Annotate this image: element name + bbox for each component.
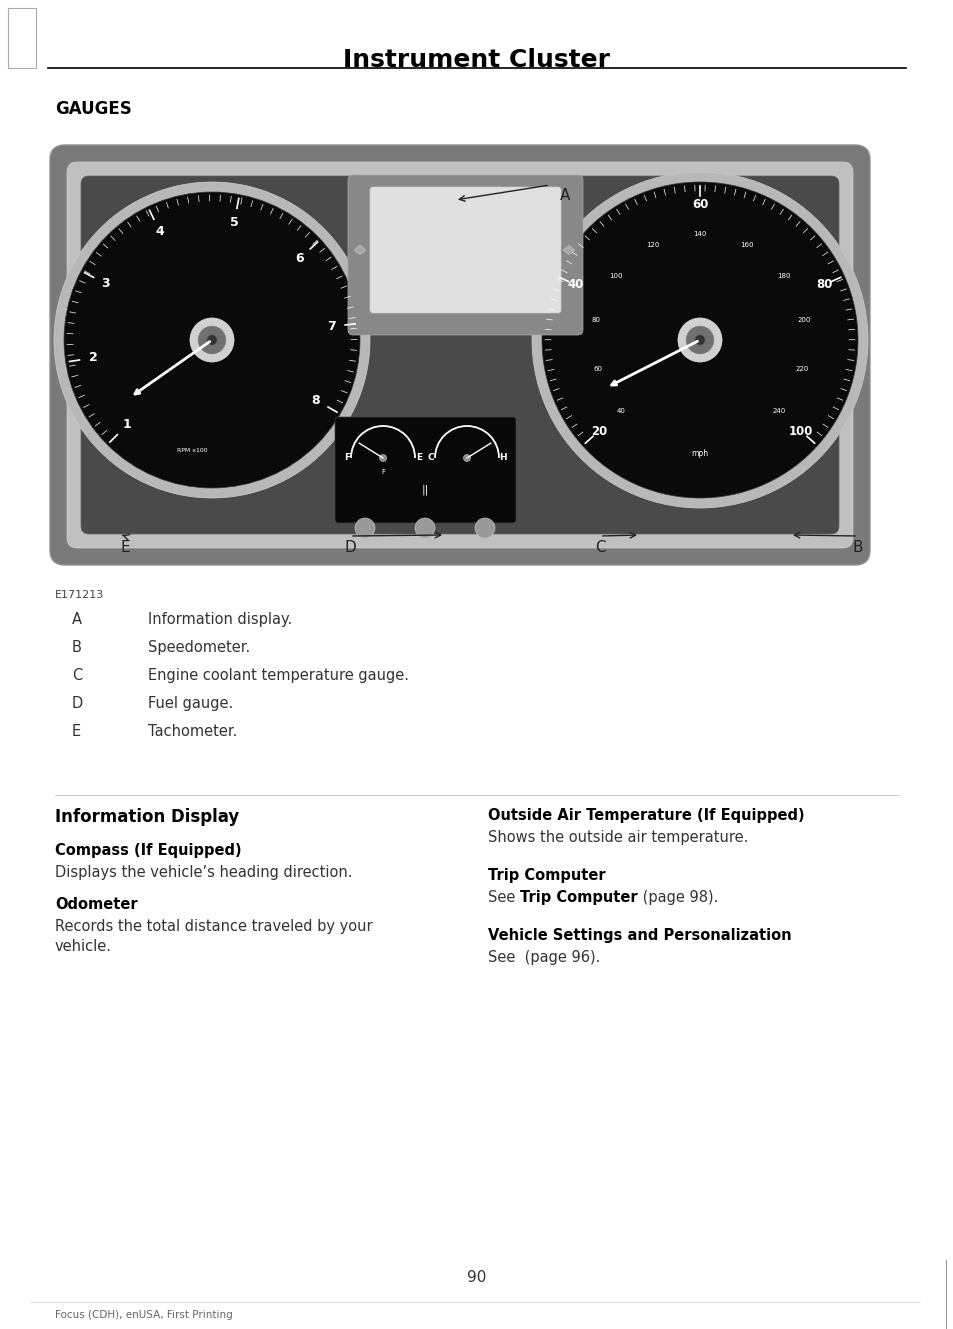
Text: E: E: [71, 724, 81, 739]
Text: C: C: [71, 668, 82, 683]
Text: Focus (CDH), enUSA, First Printing: Focus (CDH), enUSA, First Printing: [55, 1310, 233, 1320]
Text: 240: 240: [771, 408, 784, 413]
Bar: [8, 8, 36, 68]
Text: E: E: [120, 541, 130, 556]
FancyBboxPatch shape: [335, 417, 516, 524]
Text: Engine coolant temperature gauge.: Engine coolant temperature gauge.: [148, 668, 409, 683]
Circle shape: [190, 318, 233, 361]
Text: Fuel gauge.: Fuel gauge.: [148, 696, 233, 711]
Circle shape: [475, 518, 495, 538]
Text: 160: 160: [740, 242, 753, 249]
Text: 140: 140: [693, 231, 706, 237]
Text: 4: 4: [155, 226, 164, 238]
Text: 80: 80: [591, 318, 599, 323]
Circle shape: [415, 518, 435, 538]
Text: H: H: [498, 453, 506, 462]
Text: 60: 60: [691, 198, 707, 210]
Text: Shows the outside air temperature.: Shows the outside air temperature.: [488, 831, 747, 845]
Text: 200: 200: [797, 318, 810, 323]
Text: E171213: E171213: [55, 590, 104, 599]
Circle shape: [463, 455, 470, 461]
FancyBboxPatch shape: [81, 175, 838, 534]
Text: 1: 1: [123, 419, 132, 432]
Text: Records the total distance traveled by your: Records the total distance traveled by y…: [55, 918, 373, 934]
Text: Trip Computer: Trip Computer: [488, 868, 605, 882]
Text: A: A: [559, 187, 570, 202]
Circle shape: [532, 171, 867, 508]
Circle shape: [54, 182, 370, 498]
Text: Odometer: Odometer: [55, 897, 137, 912]
Text: Information Display: Information Display: [55, 808, 239, 827]
Text: 80: 80: [815, 278, 832, 291]
Text: 180: 180: [777, 272, 790, 279]
Text: See: See: [488, 890, 519, 905]
Text: Vehicle Settings and Personalization: Vehicle Settings and Personalization: [488, 928, 791, 944]
Text: See  (page 96).: See (page 96).: [488, 950, 599, 965]
Circle shape: [64, 191, 359, 488]
Text: 40: 40: [567, 278, 583, 291]
Circle shape: [685, 326, 713, 354]
Text: C: C: [594, 541, 604, 556]
FancyBboxPatch shape: [67, 162, 852, 548]
Polygon shape: [354, 245, 366, 255]
Text: 60: 60: [593, 365, 601, 372]
Text: D: D: [344, 541, 355, 556]
Text: F: F: [344, 453, 350, 462]
FancyBboxPatch shape: [50, 145, 869, 565]
Text: 40: 40: [617, 408, 625, 413]
Text: C: C: [427, 453, 434, 462]
Text: Compass (If Equipped): Compass (If Equipped): [55, 843, 241, 859]
Circle shape: [695, 335, 704, 346]
Text: mph: mph: [691, 448, 708, 457]
Circle shape: [355, 518, 375, 538]
Text: 6: 6: [295, 253, 304, 264]
FancyBboxPatch shape: [348, 175, 582, 335]
Text: 20: 20: [590, 424, 606, 437]
Text: B: B: [852, 541, 862, 556]
Text: RPM x100: RPM x100: [176, 448, 207, 452]
Polygon shape: [562, 245, 575, 255]
Text: Information display.: Information display.: [148, 611, 292, 627]
Circle shape: [541, 182, 857, 498]
Text: Outside Air Temperature (If Equipped): Outside Air Temperature (If Equipped): [488, 808, 803, 823]
Text: 3: 3: [101, 278, 111, 291]
Text: Instrument Cluster: Instrument Cluster: [343, 48, 610, 72]
Text: 7: 7: [327, 320, 335, 334]
Text: 220: 220: [795, 365, 808, 372]
FancyBboxPatch shape: [63, 125, 882, 570]
Text: A: A: [71, 611, 82, 627]
Circle shape: [207, 335, 216, 346]
Circle shape: [678, 318, 721, 361]
Text: 120: 120: [645, 242, 659, 249]
Text: B: B: [71, 641, 82, 655]
Text: F: F: [380, 469, 385, 474]
Text: 100: 100: [788, 424, 812, 437]
Text: Speedometer.: Speedometer.: [148, 641, 250, 655]
Text: Tachometer.: Tachometer.: [148, 724, 237, 739]
Text: vehicle.: vehicle.: [55, 940, 112, 954]
Text: 100: 100: [608, 272, 621, 279]
Text: 5: 5: [230, 215, 238, 229]
Text: Trip Computer: Trip Computer: [519, 890, 637, 905]
Text: GAUGES: GAUGES: [55, 100, 132, 118]
FancyBboxPatch shape: [370, 187, 560, 314]
Text: D: D: [71, 696, 83, 711]
Text: 8: 8: [312, 393, 320, 407]
Circle shape: [198, 326, 226, 354]
Text: 90: 90: [467, 1271, 486, 1285]
Text: 2: 2: [89, 351, 97, 364]
Circle shape: [379, 455, 386, 461]
Text: ||: ||: [421, 485, 428, 496]
Text: (page 98).: (page 98).: [637, 890, 718, 905]
Text: Displays the vehicle’s heading direction.: Displays the vehicle’s heading direction…: [55, 865, 352, 880]
Text: E: E: [416, 453, 421, 462]
